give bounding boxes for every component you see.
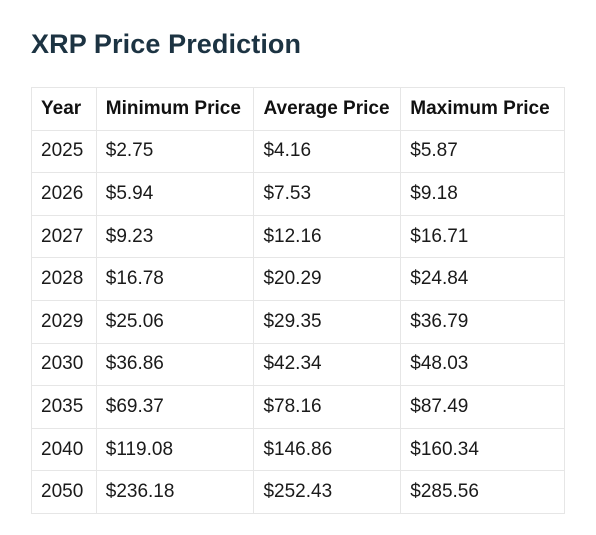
cell-average-price: $12.16: [253, 214, 402, 259]
cell-year: 2025: [31, 129, 97, 174]
table-row: 2029 $25.06 $29.35 $36.79: [31, 299, 565, 344]
cell-minimum-price: $119.08: [95, 427, 255, 472]
cell-average-price: $42.34: [253, 342, 402, 387]
cell-average-price: $29.35: [253, 299, 402, 344]
table-row: 2030 $36.86 $42.34 $48.03: [31, 342, 565, 387]
cell-maximum-price: $160.34: [400, 427, 565, 472]
table-row: 2025 $2.75 $4.16 $5.87: [31, 129, 565, 174]
header-maximum-price: Maximum Price: [400, 87, 565, 131]
cell-average-price: $146.86: [253, 427, 402, 472]
cell-minimum-price: $16.78: [95, 257, 255, 301]
table-row: 2026 $5.94 $7.53 $9.18: [31, 172, 565, 216]
cell-average-price: $78.16: [253, 385, 402, 429]
cell-minimum-price: $36.86: [95, 342, 255, 387]
cell-year: 2035: [31, 385, 97, 429]
cell-minimum-price: $2.75: [95, 129, 255, 174]
cell-maximum-price: $24.84: [400, 257, 565, 301]
cell-minimum-price: $9.23: [95, 214, 255, 259]
cell-maximum-price: $87.49: [400, 385, 565, 429]
cell-year: 2028: [31, 257, 97, 301]
table-row: 2028 $16.78 $20.29 $24.84: [31, 257, 565, 301]
cell-minimum-price: $236.18: [95, 470, 255, 514]
cell-minimum-price: $69.37: [95, 385, 255, 429]
cell-average-price: $4.16: [253, 129, 402, 174]
cell-maximum-price: $9.18: [400, 172, 565, 216]
cell-maximum-price: $285.56: [400, 470, 565, 514]
header-average-price: Average Price: [253, 87, 402, 131]
cell-average-price: $252.43: [253, 470, 402, 514]
cell-maximum-price: $36.79: [400, 299, 565, 344]
cell-average-price: $20.29: [253, 257, 402, 301]
price-prediction-table: Year Minimum Price Average Price Maximum…: [31, 87, 565, 514]
cell-year: 2050: [31, 470, 97, 514]
cell-minimum-price: $5.94: [95, 172, 255, 216]
cell-maximum-price: $48.03: [400, 342, 565, 387]
cell-maximum-price: $16.71: [400, 214, 565, 259]
cell-year: 2029: [31, 299, 97, 344]
page-title: XRP Price Prediction: [31, 29, 302, 59]
table-header-row: Year Minimum Price Average Price Maximum…: [31, 87, 565, 131]
table-body: 2025 $2.75 $4.16 $5.87 2026 $5.94 $7.53 …: [31, 129, 565, 514]
table-row: 2035 $69.37 $78.16 $87.49: [31, 385, 565, 429]
cell-minimum-price: $25.06: [95, 299, 255, 344]
cell-year: 2027: [31, 214, 97, 259]
table-row: 2027 $9.23 $12.16 $16.71: [31, 214, 565, 259]
header-year: Year: [31, 87, 97, 131]
cell-maximum-price: $5.87: [400, 129, 565, 174]
cell-average-price: $7.53: [253, 172, 402, 216]
cell-year: 2040: [31, 427, 97, 472]
cell-year: 2026: [31, 172, 97, 216]
cell-year: 2030: [31, 342, 97, 387]
header-minimum-price: Minimum Price: [95, 87, 255, 131]
table-row: 2040 $119.08 $146.86 $160.34: [31, 427, 565, 472]
table-row: 2050 $236.18 $252.43 $285.56: [31, 470, 565, 514]
